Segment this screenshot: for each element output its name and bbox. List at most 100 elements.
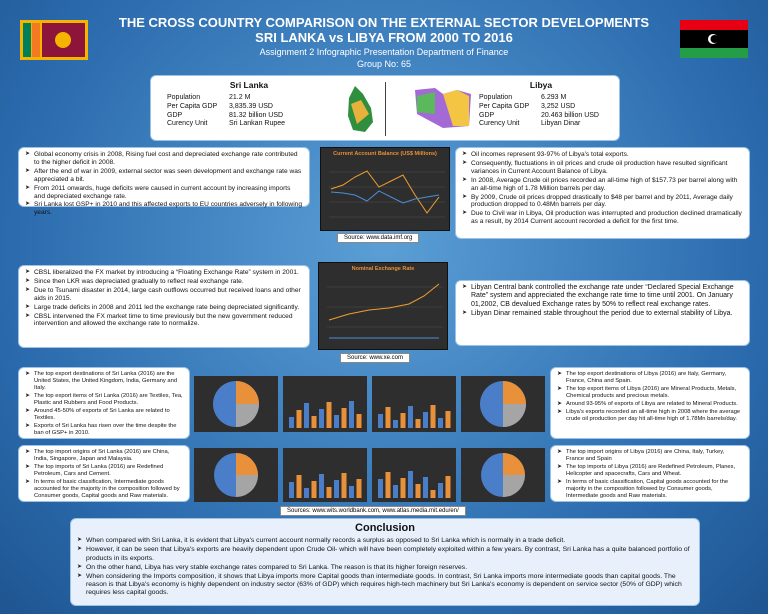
profile-row: GDP 20.463 billion USD	[471, 112, 611, 121]
current-account-chart: Current Account Balance (US$ Millions)	[320, 147, 450, 231]
libya-exchange-rate: Libyan Central bank controlled the excha…	[455, 280, 750, 346]
mini-chart	[461, 376, 545, 432]
sl-exchange-rate: CBSL liberalized the FX market by introd…	[18, 265, 310, 348]
bullet: Consequently, fluctuations in oil prices…	[462, 160, 743, 176]
source: Source: www.xe.com	[340, 353, 411, 363]
profile: Libya Population 6.293 M Per Capita GDP 3,25…	[471, 80, 611, 129]
bullet-list: Oil incomes represent 93-97% of Libya's …	[462, 151, 743, 226]
value: 6.293 M	[541, 94, 567, 102]
bullet-list: When compared with Sri Lanka, it is evid…	[77, 537, 693, 597]
bullet: The top export destinations of Sri Lanka…	[25, 371, 183, 392]
bullet: Around 93-95% of exports of Libya are re…	[557, 401, 743, 408]
source: Source: www.data.imf.org	[337, 233, 420, 243]
label: Curency Unit	[167, 120, 208, 128]
profile-row: Curency Unit Sri Lankan Rupee	[159, 120, 339, 129]
mini-chart	[372, 448, 456, 502]
bullet-list: The top export destinations of Sri Lanka…	[25, 371, 183, 437]
exchange-rate-chart: Nominal Exchange Rate	[318, 262, 448, 350]
label: GDP	[479, 111, 495, 119]
bullet: In 2008, Average Crude oil prices record…	[462, 177, 743, 193]
bullet-list: The top import origins of Sri Lanka (201…	[25, 449, 183, 500]
label: Population	[167, 94, 201, 102]
bullet: When considering the Imports composition…	[77, 573, 693, 597]
profile-row: Curency Unit Libyan Dinar	[471, 120, 611, 129]
chart-title: Nominal Exchange Rate	[351, 266, 415, 272]
sri-lanka-map	[348, 86, 373, 132]
country-profiles: Sri Lanka Population 21.2 M Per Capita GDP 3…	[150, 75, 620, 141]
bullet: On the other hand, Libya has very stable…	[77, 564, 693, 572]
source: Sources: www.wits.worldbank.com, www.atl…	[280, 506, 466, 516]
bullet-list: Global economy crisis in 2008, Rising fu…	[25, 151, 303, 217]
bullet: Exports of Sri Lanka has risen over the …	[25, 423, 183, 437]
country-name: Sri Lanka	[229, 80, 269, 90]
mini-chart	[283, 448, 367, 502]
label: Curency Unit	[479, 120, 520, 128]
sl-exports: The top export destinations of Sri Lanka…	[18, 367, 190, 439]
value: 3,252 USD	[541, 102, 576, 110]
bullet: Oil incomes represent 93-97% of Libya's …	[462, 151, 743, 159]
bullet: In terms of basic classification, Capita…	[557, 479, 743, 500]
assignment: Assignment 2 Infographic Presentation De…	[259, 47, 509, 57]
bullet: The top import origins of Sri Lanka (201…	[25, 449, 183, 463]
chart-title: Current Account Balance (US$ Millions)	[333, 151, 437, 157]
label: Per Capita GDP	[167, 102, 218, 110]
profile-row: Per Capita GDP 3,835.39 USD	[159, 103, 339, 112]
bullet: Since then LKR was depreciated gradually…	[25, 278, 303, 286]
mini-chart	[283, 376, 367, 432]
sl-imports: The top import origins of Sri Lanka (201…	[18, 445, 190, 502]
sl-current-account: Global economy crisis in 2008, Rising fu…	[18, 147, 310, 216]
value: Sri Lankan Rupee	[229, 120, 286, 128]
bullet: The top import origins of Libya (2016) a…	[557, 449, 743, 463]
value: 3,835.39 USD	[229, 102, 273, 110]
bullet: The top export items of Libya (2016) are…	[557, 386, 743, 400]
bullet: Libya's exports recorded an all-time hig…	[557, 409, 743, 423]
title: THE CROSS COUNTRY COMPARISON ON THE EXTE…	[118, 15, 650, 30]
group: Group No: 65	[356, 59, 412, 69]
profile-row: Per Capita GDP 3,252 USD	[471, 103, 611, 112]
value: 20.463 billion USD	[541, 111, 599, 119]
profile: Sri Lanka Population 21.2 M Per Capita GDP 3…	[159, 80, 339, 129]
bullet-list: The top export destinations of Libya (20…	[557, 371, 743, 423]
subtitle: SRI LANKA vs LIBYA FROM 2000 TO 2016	[255, 30, 513, 45]
bullet: The top imports of Sri Lanka (2016) are …	[25, 464, 183, 478]
label: Population	[479, 94, 513, 102]
bullet: In terms of basic classification, Interm…	[25, 479, 183, 500]
sri-lanka-flag	[20, 20, 88, 60]
label: Per Capita GDP	[479, 102, 530, 110]
bullet: However, it can be seen that Libya's exp…	[77, 546, 693, 562]
bullet-list: Libyan Central bank controlled the excha…	[462, 284, 743, 319]
libya-exports: The top export destinations of Libya (20…	[550, 367, 750, 439]
libya-flag	[680, 20, 748, 58]
profile-row: GDP 81.32 billion USD	[159, 112, 339, 121]
bullet-list: The top import origins of Libya (2016) a…	[557, 449, 743, 500]
bullet: By 2009, Crude oil prices dropped drasti…	[462, 194, 743, 210]
bullet: CBSL intervened the FX market time to ti…	[25, 313, 303, 329]
bullet: Libyan Central bank controlled the excha…	[462, 284, 743, 309]
libya-map	[415, 88, 471, 128]
libya-current-account: Oil incomes represent 93-97% of Libya's …	[455, 147, 750, 239]
mini-chart	[461, 448, 545, 502]
bullet: Sri Lanka lost GSP+ in 2010 and this aff…	[25, 201, 303, 217]
bullet: When compared with Sri Lanka, it is evid…	[77, 537, 693, 545]
conclusion-title: Conclusion	[355, 522, 415, 534]
bullet: Global economy crisis in 2008, Rising fu…	[25, 151, 303, 167]
bullet: Large trade deficits in 2008 and 2011 le…	[25, 304, 303, 312]
value: 81.32 billion USD	[229, 111, 284, 119]
conclusion: Conclusion When compared with Sri Lanka,…	[70, 518, 700, 606]
chart-lines	[327, 283, 443, 339]
country-name: Libya	[529, 80, 553, 90]
bullet: The top export items of Sri Lanka (2016)…	[25, 393, 183, 407]
bullet: Due to Tsunami disaster in 2014, large c…	[25, 287, 303, 303]
mini-chart	[372, 376, 456, 432]
profile-row: Population 6.293 M	[471, 94, 611, 103]
bullet: From 2011 onwards, huge deficits were ca…	[25, 185, 303, 201]
libya-imports: The top import origins of Libya (2016) a…	[550, 445, 750, 502]
bullet-list: CBSL liberalized the FX market by introd…	[25, 269, 303, 328]
value: Libyan Dinar	[541, 120, 581, 128]
bullet: After the end of war in 2009, external s…	[25, 168, 303, 184]
bullet: Due to Civil war in Libya, Oil productio…	[462, 210, 743, 226]
bullet: The top imports of Libya (2016) are Rede…	[557, 464, 743, 478]
bullet: The top export destinations of Libya (20…	[557, 371, 743, 385]
chart-lines	[329, 170, 445, 218]
